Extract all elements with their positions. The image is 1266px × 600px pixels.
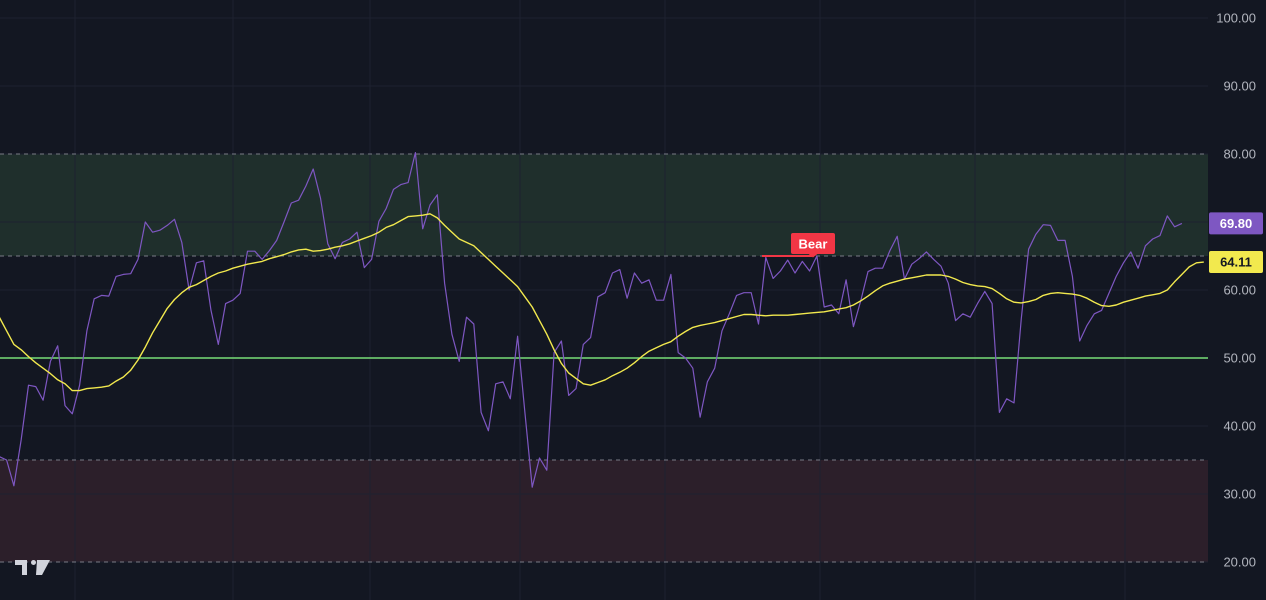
rsi-line	[0, 152, 1183, 488]
y-tick-label: 20.00	[1223, 555, 1256, 570]
overbought-band	[0, 154, 1208, 256]
y-tick-label: 80.00	[1223, 147, 1256, 162]
rsi-moving-average-line	[0, 213, 1204, 392]
y-tick-label: 90.00	[1223, 79, 1256, 94]
ma-value-label: 64.11	[1220, 255, 1252, 270]
y-tick-label: 50.00	[1223, 351, 1256, 366]
ma-value-label-box	[1209, 251, 1263, 274]
bear-badge-pointer	[808, 253, 818, 258]
bear-badge-label: Bear	[799, 237, 828, 252]
bear-badge	[791, 233, 835, 254]
y-tick-label: 40.00	[1223, 419, 1256, 434]
y-tick-label: 100.00	[1216, 11, 1256, 26]
y-tick-label: 60.00	[1223, 283, 1256, 298]
rsi-value-label: 69.80	[1220, 216, 1253, 231]
rsi-value-label-box	[1209, 212, 1263, 235]
tradingview-logo-icon[interactable]	[15, 560, 50, 575]
oversold-band	[0, 460, 1208, 562]
y-tick-label: 30.00	[1223, 487, 1256, 502]
